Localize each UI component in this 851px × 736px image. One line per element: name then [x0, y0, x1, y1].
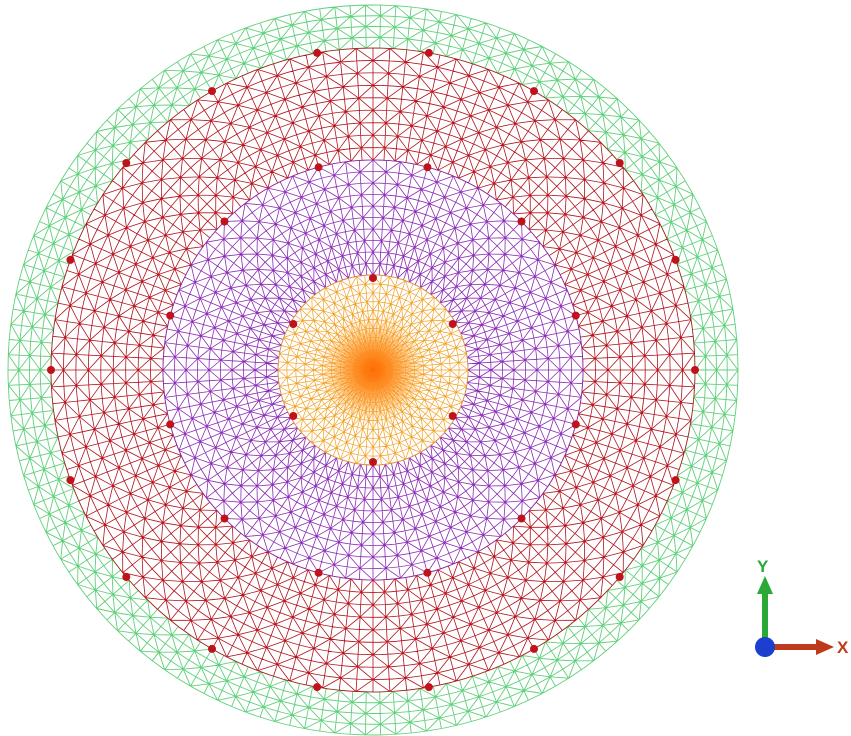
- node-marker: [448, 320, 457, 328]
- node-marker: [66, 255, 75, 264]
- node-marker: [166, 420, 175, 429]
- node-marker: [571, 420, 580, 429]
- node-marker: [220, 217, 229, 226]
- x-axis-label: X: [837, 638, 849, 657]
- node-marker: [530, 87, 538, 96]
- node-marker: [313, 48, 322, 57]
- node-marker: [47, 366, 55, 374]
- axis-triad: X Y: [755, 557, 849, 657]
- node-marker: [314, 163, 323, 172]
- node-marker: [66, 476, 75, 485]
- node-marker: [615, 159, 624, 167]
- node-marker: [671, 255, 680, 264]
- node-marker: [369, 458, 377, 466]
- node-marker: [313, 683, 322, 692]
- node-marker: [530, 644, 538, 653]
- node-marker: [671, 476, 680, 485]
- node-marker: [314, 568, 323, 577]
- y-axis-arrowhead: [757, 576, 773, 594]
- x-axis-arrowhead: [816, 639, 834, 655]
- origin-sphere: [755, 637, 775, 657]
- node-marker: [571, 311, 580, 320]
- node-marker: [122, 573, 131, 581]
- node-marker: [517, 217, 526, 226]
- node-marker: [424, 48, 433, 57]
- node-marker: [369, 274, 377, 282]
- node-marker: [122, 159, 131, 167]
- node-marker: [424, 683, 433, 692]
- node-markers: [47, 48, 699, 692]
- node-marker: [423, 568, 432, 577]
- node-marker: [166, 311, 175, 320]
- node-marker: [615, 573, 624, 581]
- node-marker: [691, 366, 699, 374]
- node-marker: [220, 514, 229, 523]
- node-marker: [448, 412, 457, 420]
- node-marker: [208, 644, 216, 653]
- node-marker: [289, 412, 298, 420]
- node-marker: [517, 514, 526, 523]
- node-marker: [423, 163, 432, 172]
- core-center-highlight: [318, 315, 428, 425]
- y-axis-label: Y: [757, 557, 769, 576]
- node-marker: [208, 87, 216, 96]
- node-marker: [289, 320, 298, 328]
